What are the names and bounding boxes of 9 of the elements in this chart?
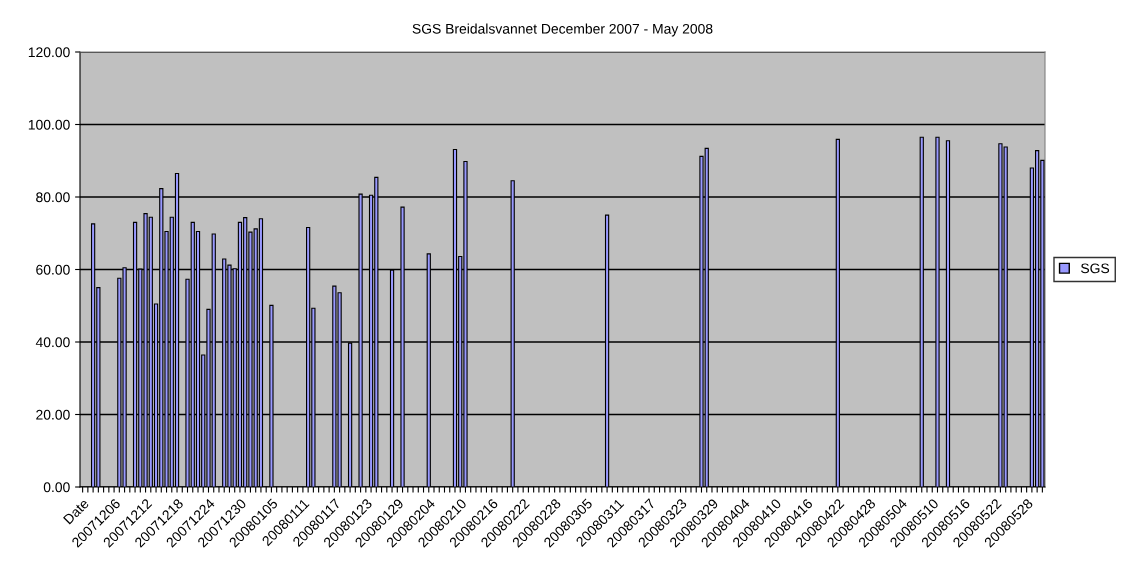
y-tick-label: 120.00 [28, 47, 70, 58]
legend-label: SGS [1081, 263, 1110, 274]
y-tick-label: 60.00 [36, 264, 70, 275]
y-tick-label: 80.00 [36, 192, 70, 203]
chart-title: SGS Breidalsvannet December 2007 - May 2008 [412, 23, 713, 37]
y-tick-label: 40.00 [35, 337, 70, 348]
y-tick-label: 20.00 [36, 409, 70, 420]
y-tick-label: 100.00 [28, 119, 70, 130]
y-tick-label: 0.00 [43, 482, 70, 493]
